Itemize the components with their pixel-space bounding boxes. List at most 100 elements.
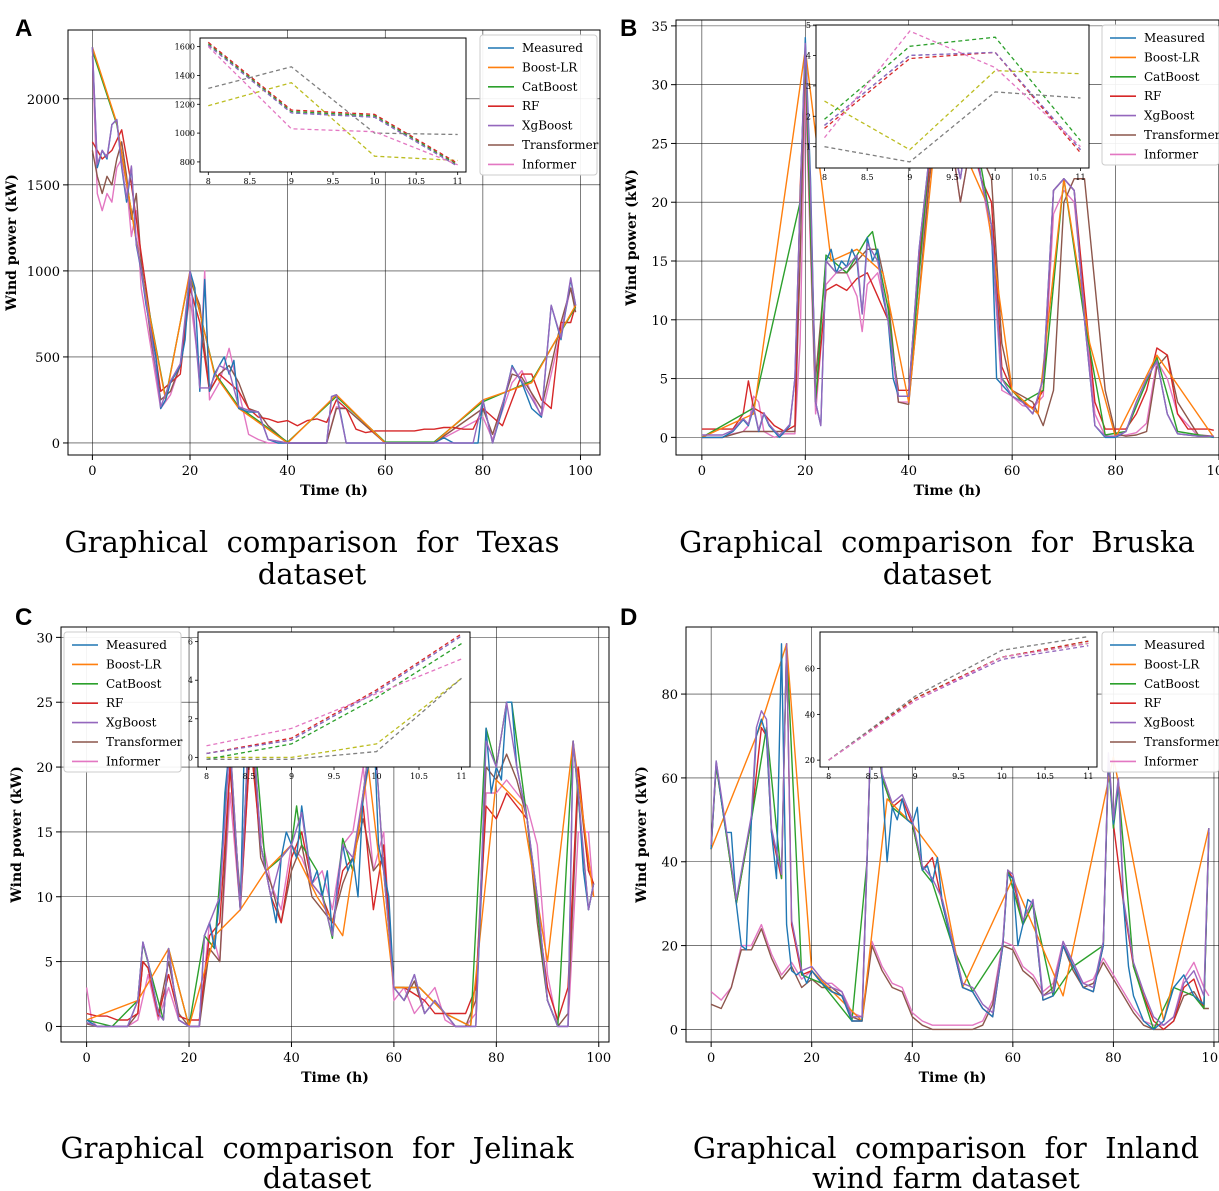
inset-y-tick-label: 6 xyxy=(188,638,193,647)
inset-y-tick-label: 3 xyxy=(806,82,811,91)
series-line-informer xyxy=(85,740,595,1028)
inset-zoom: 8 8.5 9 9.5 10 10.5 11 800 1000 1200 1400 1600 xyxy=(175,37,467,186)
panel-caption-line-1: Graphical comparison for Jelinak xyxy=(60,1131,574,1165)
y-tick-label: 20 xyxy=(36,761,53,776)
x-tick-label: 0 xyxy=(707,1051,715,1066)
y-tick-label: 30 xyxy=(36,631,53,646)
inset-y-tick-label: 1600 xyxy=(175,43,195,52)
y-tick-label: 0 xyxy=(660,431,668,446)
inset-series-group xyxy=(206,633,462,760)
legend-box xyxy=(1101,631,1219,773)
inset-frame xyxy=(819,631,1098,768)
y-tick-label: 500 xyxy=(35,351,60,366)
x-axis-label: Time (h) xyxy=(301,1070,369,1086)
inset-y-tick-label: 0 xyxy=(188,753,193,762)
x-tick-label: 0 xyxy=(88,464,96,479)
x-tick-label: 40 xyxy=(283,1051,300,1066)
x-tick-label: 80 xyxy=(475,464,492,479)
inset-x-tick-label: 9.5 xyxy=(952,772,965,781)
y-tick-label: 20 xyxy=(651,196,668,211)
inset-x-tick-label: 8.5 xyxy=(866,772,879,781)
x-tick-label: 40 xyxy=(279,464,296,479)
inset-line-boost-lr xyxy=(824,69,1081,151)
legend-label-xgboost: XgBoost xyxy=(1144,109,1195,123)
legend-label-boost-lr: Boost-LR xyxy=(106,657,162,671)
inset-x-tick-label: 11 xyxy=(1075,173,1085,182)
legend-label-rf: RF xyxy=(106,696,123,710)
legend: Measured Boost-LR CatBoost RF XgBoost Transfo… xyxy=(1101,631,1219,773)
x-tick-label: 0 xyxy=(698,464,706,479)
legend-label-catboost: CatBoost xyxy=(106,677,162,691)
series-line-xgboost xyxy=(710,643,1210,1026)
inset-line-xgboost xyxy=(207,44,459,167)
inset-x-tick-label: 10.5 xyxy=(410,772,428,781)
inset-frame xyxy=(197,631,471,768)
inset-x-tick-label: 9 xyxy=(913,772,918,781)
inset-y-tick-label: 800 xyxy=(180,158,195,167)
legend-label-rf: RF xyxy=(1144,696,1161,710)
x-tick-label: 80 xyxy=(488,1051,505,1066)
inset-y-tick-label: 2 xyxy=(806,112,811,121)
legend-label-transformer: Transformer xyxy=(1144,128,1219,142)
panel-caption-line-1: Graphical comparison for Texas xyxy=(65,525,560,559)
y-tick-label: 15 xyxy=(36,826,53,841)
panel-caption-line-2: dataset xyxy=(258,557,367,591)
inset-line-transformer xyxy=(206,677,462,760)
y-axis-label: Wind power (kW) xyxy=(4,174,20,312)
x-tick-label: 40 xyxy=(900,464,917,479)
panel-caption-line-1: Graphical comparison for Inland xyxy=(693,1131,1199,1165)
inset-x-tick-label: 10 xyxy=(997,772,1007,781)
inset-line-rf xyxy=(207,41,459,164)
inset-x-tick-label: 9.5 xyxy=(946,173,959,182)
inset-x-tick-label: 9 xyxy=(907,173,912,182)
series-line-rf xyxy=(91,129,577,434)
series-line-rf xyxy=(86,740,595,1021)
inset-y-tick-label: 4 xyxy=(806,51,811,60)
inset-line-catboost xyxy=(206,643,462,760)
legend: Measured Boost-LR CatBoost RF XgBoost Transfo… xyxy=(1101,24,1219,166)
x-tick-label: 60 xyxy=(377,464,394,479)
legend-label-catboost: CatBoost xyxy=(522,80,578,94)
inset-x-tick-label: 10 xyxy=(990,173,1000,182)
inset-x-tick-label: 8 xyxy=(204,772,209,781)
x-tick-label: 20 xyxy=(797,464,814,479)
inset-y-tick-label: 1 xyxy=(806,143,811,152)
legend-label-boost-lr: Boost-LR xyxy=(1144,657,1200,671)
x-tick-label: 20 xyxy=(181,1051,198,1066)
legend-box xyxy=(479,34,598,176)
legend-label-transformer: Transformer xyxy=(1144,735,1219,749)
inset-y-tick-label: 1400 xyxy=(175,71,195,80)
legend-label-measured: Measured xyxy=(1144,638,1205,652)
series-line-informer xyxy=(710,923,1210,1026)
y-tick-label: 0 xyxy=(45,1020,53,1035)
inset-x-tick-label: 8 xyxy=(826,772,831,781)
legend-label-informer: Informer xyxy=(106,754,160,768)
x-tick-label: 100 xyxy=(1202,1051,1219,1066)
x-tick-label: 100 xyxy=(1207,464,1219,479)
series-line-xgboost xyxy=(86,688,595,1028)
panel-caption-line-2: wind farm dataset xyxy=(812,1161,1080,1191)
y-tick-label: 20 xyxy=(661,940,678,955)
inset-line-informer xyxy=(823,30,1081,148)
inset-x-tick-label: 10.5 xyxy=(407,177,425,186)
y-tick-label: 0 xyxy=(670,1023,678,1038)
x-tick-label: 60 xyxy=(1004,464,1021,479)
inset-x-tick-label: 9.5 xyxy=(327,177,340,186)
inset-x-tick-label: 9.5 xyxy=(328,772,341,781)
series-group xyxy=(710,643,1210,1031)
series-line-xgboost xyxy=(701,42,1214,437)
y-tick-label: 1000 xyxy=(27,265,60,280)
inset-y-tick-label: 1000 xyxy=(175,129,195,138)
y-tick-label: 0 xyxy=(52,437,60,452)
legend: Measured Boost-LR CatBoost RF XgBoost Transfo… xyxy=(479,34,599,176)
inset-line-rf xyxy=(206,633,462,755)
x-tick-label: 60 xyxy=(1005,1051,1022,1066)
legend-label-catboost: CatBoost xyxy=(1144,677,1200,691)
x-tick-label: 100 xyxy=(568,464,593,479)
inset-x-tick-label: 8 xyxy=(822,173,827,182)
inset-y-tick-label: 40 xyxy=(805,710,815,719)
inset-x-tick-label: 10.5 xyxy=(1029,173,1047,182)
